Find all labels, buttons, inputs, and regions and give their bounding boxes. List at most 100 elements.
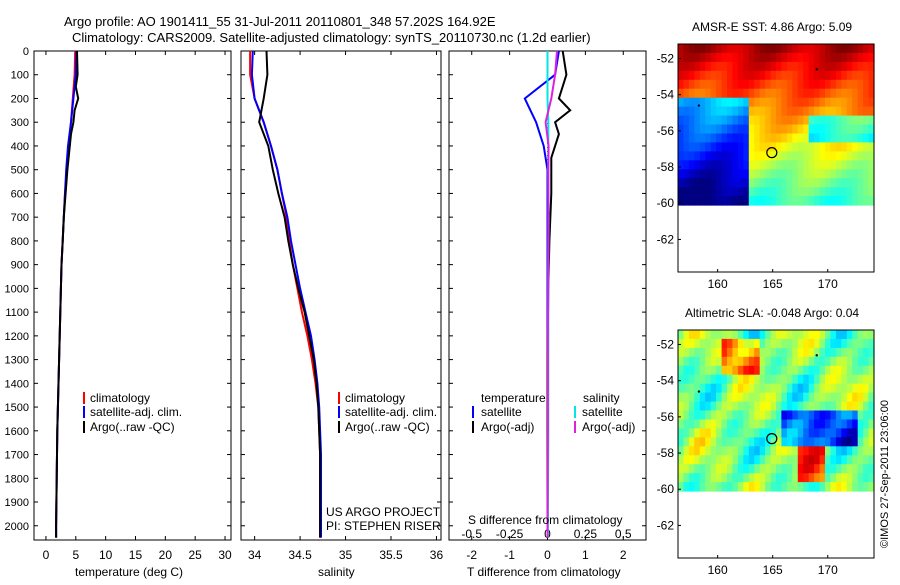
map-cell	[819, 178, 826, 188]
map-cell	[705, 169, 712, 179]
map-cell	[765, 97, 772, 108]
map-cell	[792, 338, 799, 349]
map-cell	[814, 347, 821, 358]
map-cell	[743, 446, 750, 456]
map-cell	[705, 419, 712, 429]
map-cell	[803, 52, 810, 63]
map-cell	[727, 106, 733, 117]
map-cell	[857, 455, 864, 465]
map-cell	[683, 169, 690, 179]
map-cell	[841, 178, 848, 188]
map-cell	[748, 124, 755, 134]
map-cell	[683, 482, 690, 492]
map-cell	[770, 178, 777, 188]
map-cell	[792, 374, 799, 385]
map-cell	[699, 178, 706, 188]
map-cell	[694, 151, 701, 161]
map-cell	[716, 437, 723, 447]
map-cell	[830, 178, 837, 188]
map-cell	[852, 97, 859, 108]
map-cell	[841, 446, 848, 456]
map-cell	[792, 383, 799, 394]
depth-tick-label: 600	[11, 188, 29, 200]
map-cell	[710, 52, 717, 63]
map-cell	[748, 347, 755, 358]
map-cell	[863, 187, 870, 197]
map-cell	[868, 410, 875, 420]
argo-float-marker	[766, 147, 778, 159]
map-cell	[699, 392, 706, 403]
map-cell	[792, 151, 799, 161]
map-cell	[694, 106, 701, 117]
map-cell	[748, 97, 755, 108]
map-cell	[852, 338, 859, 349]
map-cell	[841, 338, 848, 349]
map-cell	[781, 44, 788, 54]
map-cell	[808, 401, 815, 412]
map-cell	[694, 178, 701, 188]
legend-argo-label: Argo(..raw -QC)	[90, 420, 175, 434]
map-cell	[770, 437, 777, 447]
map-cell	[748, 133, 755, 143]
map-cell	[683, 464, 690, 474]
map-cell	[770, 383, 777, 394]
map-cell	[814, 392, 821, 403]
map-cell	[721, 187, 728, 197]
map-cell	[803, 473, 810, 483]
map-cell	[786, 410, 793, 420]
map-cell	[727, 464, 733, 474]
map-cell	[705, 160, 712, 170]
map-cell	[765, 365, 772, 376]
map-cell	[830, 106, 837, 117]
map-cell	[863, 437, 870, 447]
map-cell	[705, 124, 712, 134]
map-cell	[819, 61, 826, 72]
map-cell	[857, 52, 864, 63]
map-cell	[688, 52, 695, 63]
s-difference-label: S difference from climatology	[468, 513, 623, 527]
map-cell	[748, 392, 755, 403]
map-cell	[699, 455, 706, 465]
map-cell	[814, 142, 821, 152]
map-cell	[814, 151, 821, 161]
map-cell	[825, 79, 831, 90]
map-cell	[797, 330, 804, 340]
map-cell	[814, 473, 821, 483]
map-cell	[776, 473, 782, 483]
map-cell	[694, 124, 701, 134]
map-cell	[776, 196, 782, 206]
map-cell	[797, 70, 804, 81]
map-cell	[732, 482, 739, 492]
map-cell	[863, 160, 870, 170]
map-cell	[678, 133, 684, 143]
map-cell	[770, 410, 777, 420]
map-cell	[743, 473, 750, 483]
map-cell	[765, 160, 772, 170]
map-cell	[792, 178, 799, 188]
map-cell	[841, 196, 848, 206]
map-cell	[776, 124, 782, 134]
map-cell	[835, 392, 842, 403]
map-cell	[797, 482, 804, 492]
map-cell	[710, 392, 717, 403]
map-cell	[814, 52, 821, 63]
map-cell	[819, 44, 826, 54]
map-cell	[688, 410, 695, 420]
map-cell	[786, 106, 793, 117]
map-cell	[803, 419, 810, 429]
map-cell	[830, 330, 837, 340]
map-cell	[705, 365, 712, 376]
map-cell	[699, 338, 706, 349]
map-cell	[781, 124, 788, 134]
map-cell	[868, 44, 875, 54]
map-lon-label: 170	[818, 277, 838, 291]
map-cell	[765, 374, 772, 385]
map-cell	[727, 115, 733, 126]
map-cell	[852, 356, 859, 367]
map-cell	[743, 464, 750, 474]
map-cell	[765, 169, 772, 179]
map-cell	[710, 473, 717, 483]
map-cell	[825, 70, 831, 81]
map-cell	[710, 124, 717, 134]
map-cell	[830, 410, 837, 420]
